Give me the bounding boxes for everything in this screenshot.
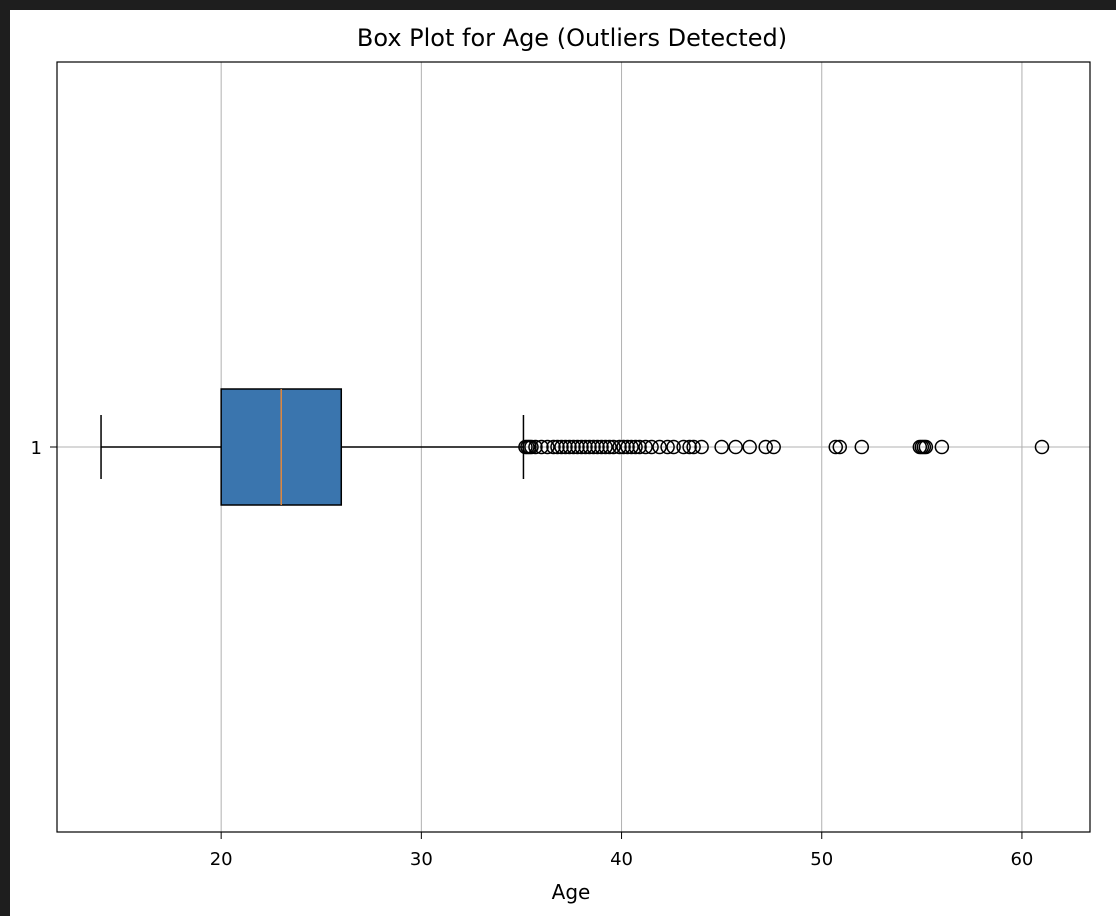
outlier-point <box>676 439 691 455</box>
outlier-point <box>602 439 617 455</box>
x-tick-label: 60 <box>1010 849 1033 870</box>
outlier-point <box>612 439 627 455</box>
outlier-point <box>546 439 561 455</box>
outlier-point <box>620 439 635 455</box>
outlier-point <box>742 439 757 455</box>
outlier-point <box>652 439 667 455</box>
outlier-point <box>766 439 781 455</box>
outlier-point <box>574 439 589 455</box>
x-tick-label: 50 <box>810 849 833 870</box>
x-tick-label: 40 <box>610 849 633 870</box>
y-axis-ticks: 1 <box>31 438 57 459</box>
outlier-point <box>586 439 601 455</box>
outlier-point <box>1034 439 1050 455</box>
x-axis-ticks: 20 30 40 50 60 <box>210 832 1033 870</box>
outlier-point <box>686 439 701 455</box>
outlier-point <box>644 439 659 455</box>
x-tick-label: 20 <box>210 849 233 870</box>
outlier-point <box>554 439 569 455</box>
outlier-point <box>616 439 631 455</box>
outlier-point <box>606 439 621 455</box>
outlier-point <box>528 439 543 455</box>
outlier-point <box>918 439 934 455</box>
outlier-point <box>714 439 729 455</box>
outlier-point <box>660 439 675 455</box>
outlier-point <box>594 439 609 455</box>
outlier-point <box>558 439 573 455</box>
outlier-point <box>638 439 653 455</box>
outlier-point <box>854 439 870 455</box>
outlier-point <box>758 439 773 455</box>
outlier-point <box>540 439 555 455</box>
outlier-point <box>934 439 950 455</box>
outlier-point <box>628 439 643 455</box>
outlier-point <box>694 439 709 455</box>
outlier-point <box>832 439 848 455</box>
outlier-point <box>562 439 577 455</box>
outlier-point <box>728 439 743 455</box>
outlier-point <box>598 439 613 455</box>
box-plot-group <box>100 388 525 506</box>
outlier-point <box>828 439 844 455</box>
outlier-points <box>518 439 1050 455</box>
outlier-point <box>666 439 681 455</box>
outlier-point <box>550 439 565 455</box>
chart-title: Box Plot for Age (Outliers Detected) <box>357 24 787 52</box>
outlier-point <box>632 439 647 455</box>
x-tick-label: 30 <box>410 849 433 870</box>
box-plot-chart: Box Plot for Age (Outliers Detected) 20 3… <box>31 24 1091 904</box>
outlier-point <box>570 439 585 455</box>
outlier-point <box>534 439 549 455</box>
outlier-point <box>590 439 605 455</box>
outlier-point <box>624 439 639 455</box>
outlier-point <box>682 439 697 455</box>
y-tick-label: 1 <box>31 438 42 459</box>
x-axis-label: Age <box>552 880 591 904</box>
outlier-point <box>524 439 539 455</box>
chart-figure: Box Plot for Age (Outliers Detected) 20 3… <box>10 10 1116 916</box>
outlier-point <box>578 439 593 455</box>
outlier-point <box>566 439 581 455</box>
outlier-point <box>582 439 597 455</box>
